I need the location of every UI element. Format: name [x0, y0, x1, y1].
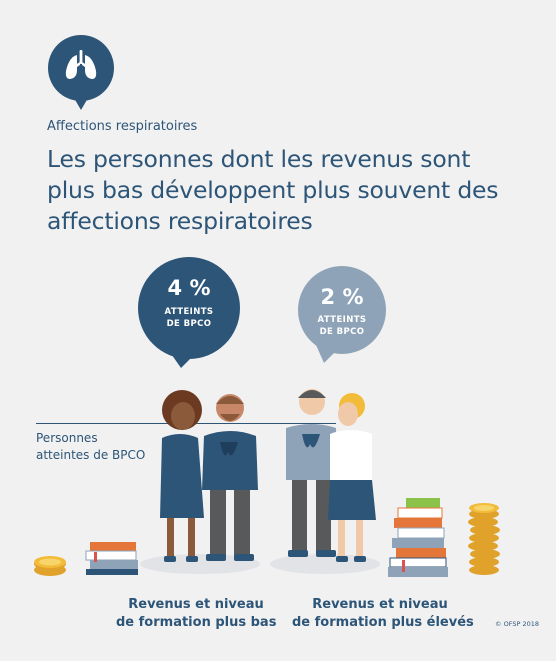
- man-figure-right: [286, 389, 336, 557]
- man-figure-left: [202, 394, 258, 561]
- copyright-credit: © OFSP 2018: [495, 620, 539, 628]
- people-illustration: [140, 389, 380, 574]
- caption-low-income: Revenus et niveau de formation plus bas: [116, 597, 277, 630]
- woman-figure-right: [328, 393, 376, 562]
- coins-icon-large: [468, 503, 500, 575]
- lungs-icon: [48, 35, 114, 110]
- stat-low: 4 % ATTEINTS DE BPCO: [137, 276, 241, 330]
- caption-high-income: Revenus et niveau de formation plus élev…: [292, 597, 474, 630]
- books-icon-large: [388, 498, 448, 577]
- stat-high: 2 % ATTEINTS DE BPCO: [296, 285, 388, 338]
- percent-low-label: ATTEINTS DE BPCO: [164, 307, 214, 329]
- stat-bubble-low: [138, 257, 240, 368]
- stat-bubble-high: [298, 266, 386, 363]
- percent-high: 2 %: [320, 285, 364, 309]
- page-title: Les personnes dont les revenus sont plus…: [47, 145, 499, 235]
- side-label: Personnes atteintes de BPCO: [36, 431, 146, 462]
- percent-high-label: ATTEINTS DE BPCO: [317, 315, 367, 337]
- category-label: Affections respiratoires: [47, 119, 198, 134]
- books-icon-small: [85, 542, 138, 575]
- woman-figure-left: [160, 390, 204, 562]
- percent-low: 4 %: [167, 276, 211, 300]
- coins-icon-small: [34, 556, 66, 576]
